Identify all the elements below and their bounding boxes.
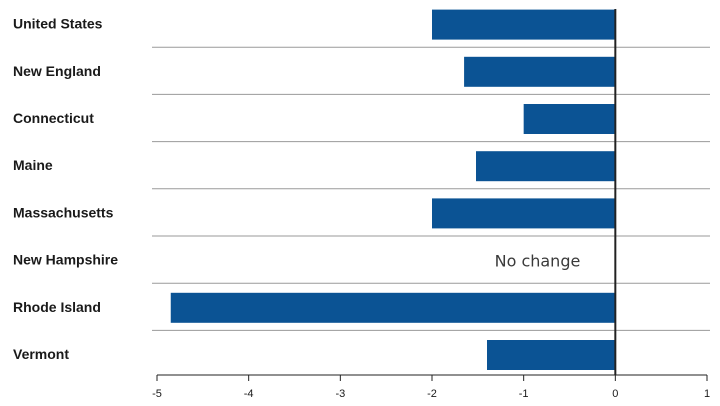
category-label-vermont: Vermont: [13, 346, 69, 362]
category-label-rhode-island: Rhode Island: [13, 299, 101, 315]
bar-connecticut: [523, 104, 616, 134]
category-label-maine: Maine: [13, 157, 53, 173]
annotations: No change: [495, 252, 581, 271]
bar-new-england: [464, 56, 616, 87]
row-separators: [152, 46, 710, 331]
bar-maine: [476, 151, 616, 182]
annotation-no-change: No change: [495, 252, 581, 271]
category-label-connecticut: Connecticut: [13, 110, 94, 126]
category-labels: United States New England Connecticut Maine…: [13, 16, 118, 362]
x-tick-label: -5: [152, 388, 162, 400]
bars: [170, 9, 616, 370]
x-tick-label: -1: [519, 388, 529, 400]
x-tick-label: -2: [427, 388, 437, 400]
bar-united-states: [432, 9, 616, 40]
x-tick-label: 0: [612, 388, 618, 400]
bar-vermont: [487, 340, 616, 370]
category-label-new-england: New England: [13, 63, 101, 79]
bar-massachusetts: [432, 198, 616, 229]
x-tick-label: 1: [704, 388, 710, 400]
category-label-new-hampshire: New Hampshire: [13, 252, 118, 268]
x-axis: -5 -4 -3 -2 -1 0 1: [152, 374, 710, 400]
x-tick-label: -4: [244, 388, 254, 400]
x-tick-label: -3: [335, 388, 345, 400]
category-label-united-states: United States: [13, 16, 103, 32]
category-label-massachusetts: Massachusetts: [13, 204, 114, 220]
bar-rhode-island: [170, 292, 616, 323]
